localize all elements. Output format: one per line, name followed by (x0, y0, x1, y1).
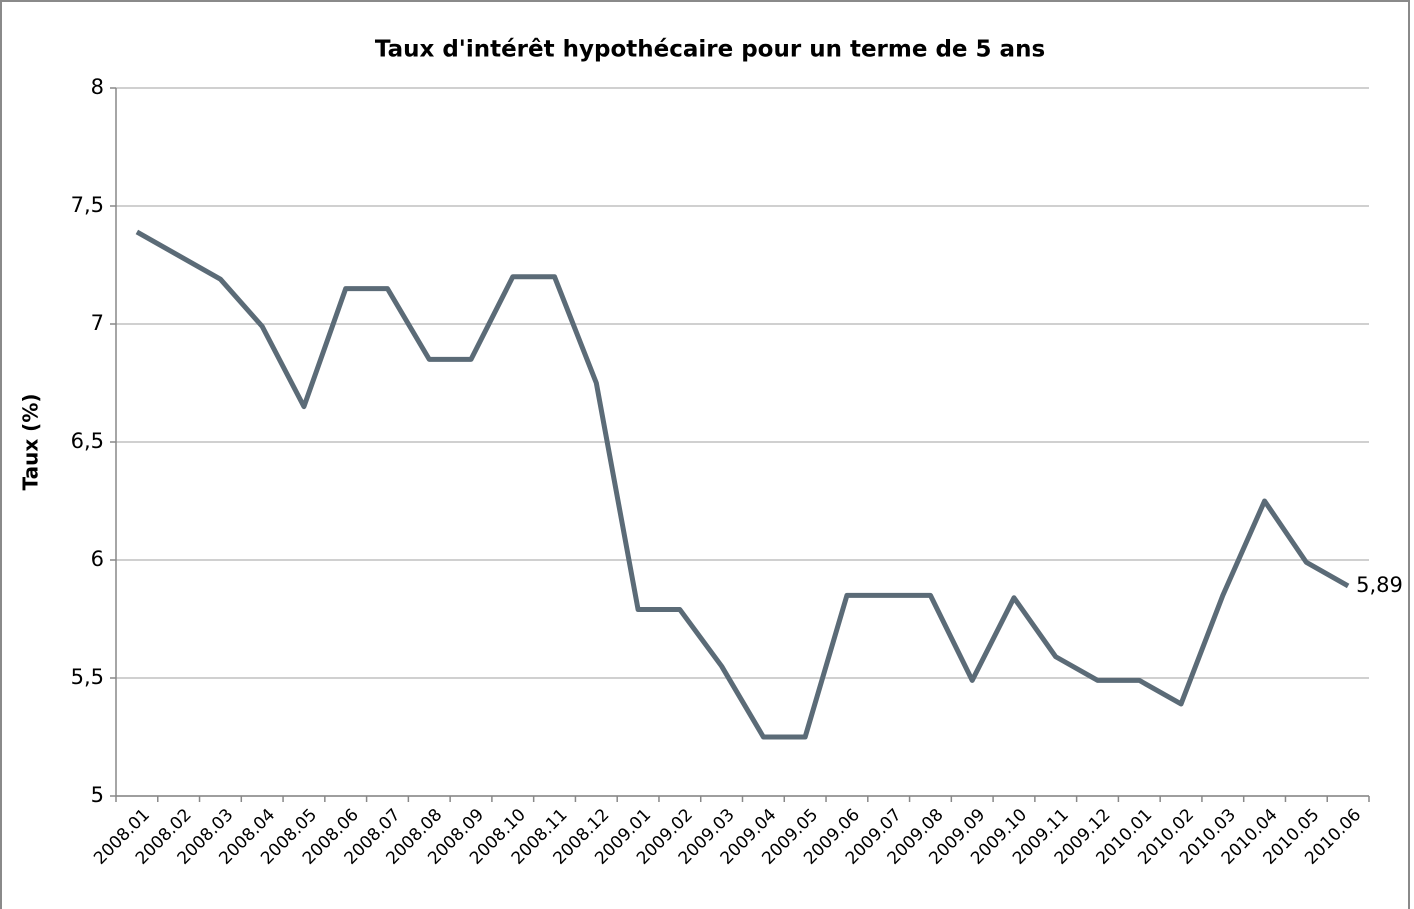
y-axis-label: Taux (%) (19, 394, 43, 491)
y-tick-label: 5 (91, 783, 104, 807)
chart-title: Taux d'intérêt hypothécaire pour un term… (375, 37, 1045, 63)
data-label: 5,89 (1356, 573, 1403, 597)
y-tick-label: 8 (91, 75, 104, 99)
data-line (135, 229, 1350, 740)
y-tick-label: 5,5 (71, 665, 104, 689)
y-tick-label: 7 (91, 311, 104, 335)
y-tick-label: 6 (91, 547, 104, 571)
y-tick-label: 7,5 (71, 193, 104, 217)
y-tick-label: 6,5 (71, 429, 104, 453)
